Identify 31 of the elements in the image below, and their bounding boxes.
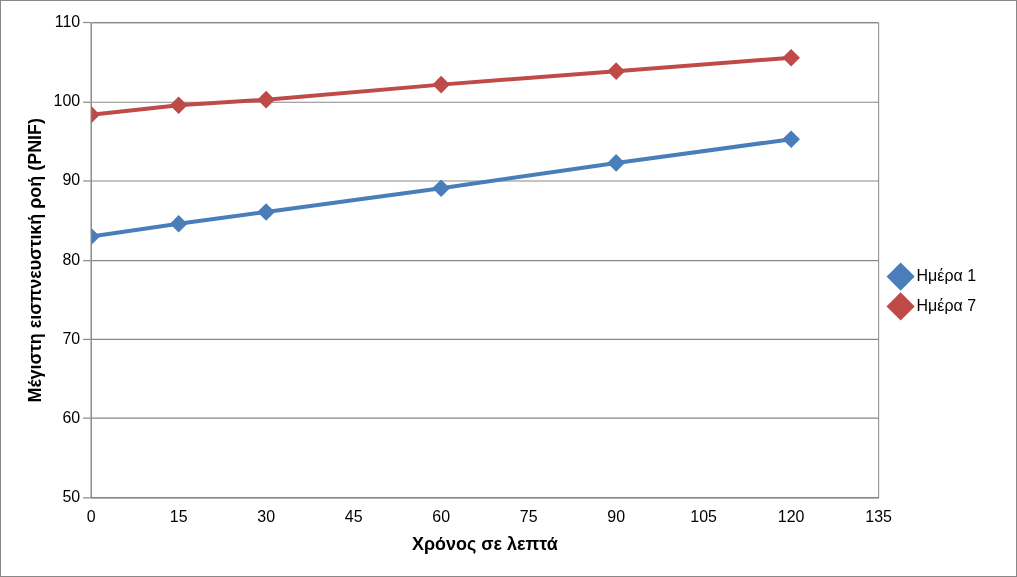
y-tick-label: 60 xyxy=(62,408,81,426)
x-tick-label: 15 xyxy=(169,508,188,526)
y-tick-label: 80 xyxy=(62,250,81,268)
point xyxy=(433,76,450,93)
point xyxy=(608,63,625,80)
x-tick-label: 30 xyxy=(257,508,276,526)
y-tick-label: 70 xyxy=(62,329,81,347)
point xyxy=(258,203,275,220)
x-tick-label: 0 xyxy=(86,508,96,526)
x-tick-label: 60 xyxy=(432,508,451,526)
point xyxy=(170,215,187,232)
legend-label: Ημέρα 7 xyxy=(916,296,977,314)
y-tick-label: 110 xyxy=(54,13,81,31)
x-axis-title: Χρόνος σε λεπτά xyxy=(411,534,558,555)
x-tick-label: 120 xyxy=(777,508,805,526)
point xyxy=(170,97,187,114)
legend-label: Ημέρα 1 xyxy=(916,266,977,284)
x-tick-label: 75 xyxy=(519,508,538,526)
point xyxy=(608,154,625,171)
point xyxy=(783,131,800,148)
point xyxy=(433,180,450,197)
y-axis-title: Μέγιστη εισπνευστική ροή (PNIF) xyxy=(24,117,45,403)
y-tick-label: 100 xyxy=(53,92,81,110)
x-tick-label: 45 xyxy=(344,508,363,526)
point xyxy=(258,91,275,108)
point xyxy=(783,49,800,66)
x-tick-label: 90 xyxy=(607,508,626,526)
y-tick-label: 50 xyxy=(62,487,81,505)
y-tick-label: 90 xyxy=(62,171,81,189)
x-tick-label: 105 xyxy=(690,508,718,526)
x-tick-label: 135 xyxy=(865,508,893,526)
